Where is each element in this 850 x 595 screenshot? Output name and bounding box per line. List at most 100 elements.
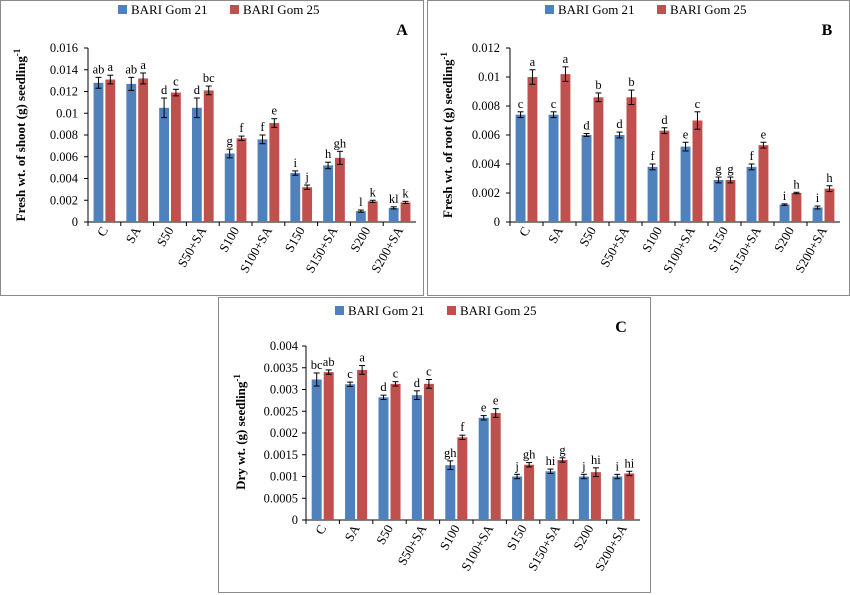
legend-label: BARI Gom 25 <box>460 303 537 318</box>
chart-panel-c: 0 0.0005 0.001 0.0015 0.002 0.0025 0.003 0.0035… <box>218 297 651 593</box>
significance-letter: ab <box>323 355 335 369</box>
legend-swatch-bari-gom-21 <box>118 5 127 14</box>
significance-letter: gh <box>444 446 457 460</box>
bar-bari-gom-25 <box>590 472 601 520</box>
significance-letter: j <box>581 459 585 473</box>
significance-letter: c <box>518 97 524 111</box>
significance-letter: f <box>260 120 265 134</box>
y-axis-label-superscript: -1 <box>12 48 22 56</box>
bar-bari-gom-21 <box>548 114 559 222</box>
bar-bari-gom-21 <box>680 146 691 222</box>
significance-letter: gh <box>523 448 536 462</box>
legend: BARI Gom 21 BARI Gom 25 <box>545 2 747 17</box>
significance-letter: gh <box>334 136 347 150</box>
bar-bari-gom-25 <box>390 383 401 520</box>
significance-letter: h <box>826 171 833 185</box>
legend-label: BARI Gom 21 <box>131 2 208 17</box>
bar-bari-gom-21 <box>257 139 268 222</box>
significance-letter: a <box>108 60 114 74</box>
bar-bari-gom-21 <box>323 165 333 222</box>
bar-bari-gom-25 <box>357 369 368 520</box>
panel-letter: C <box>615 319 627 336</box>
y-tick-label: 0 <box>292 513 298 527</box>
legend: BARI Gom 21 BARI Gom 25 <box>335 303 537 318</box>
bar-bari-gom-21 <box>612 476 623 520</box>
bar-bari-gom-25 <box>557 459 568 520</box>
significance-letter: c <box>173 74 179 88</box>
bar-bari-gom-25 <box>105 79 116 222</box>
significance-letter: e <box>761 127 767 141</box>
y-axis-label-superscript: -1 <box>232 374 242 382</box>
significance-letter: bc <box>203 71 215 85</box>
y-tick-label: 0.006 <box>472 128 500 142</box>
y-tick-label: 0.002 <box>50 193 78 207</box>
y-tick-label: 0.002 <box>270 426 298 440</box>
y-tick-label: 0.012 <box>472 41 500 55</box>
significance-letter: a <box>563 52 569 66</box>
significance-letter: c <box>426 364 432 378</box>
bar-bari-gom-21 <box>545 471 556 520</box>
legend-swatch-bari-gom-21 <box>545 5 554 14</box>
significance-letter: h <box>793 177 800 191</box>
significance-letter: d <box>661 113 668 127</box>
x-tick-label: SA <box>545 223 567 245</box>
y-tick-label: 0.001 <box>270 470 298 484</box>
significance-letter: d <box>616 117 623 131</box>
bar-bari-gom-21 <box>411 395 422 520</box>
significance-letter: i <box>294 156 298 170</box>
significance-letter: d <box>414 376 421 390</box>
significance-letter: c <box>347 367 353 381</box>
bar-bari-gom-21 <box>191 107 202 222</box>
y-axis-label-text: Fresh wt. of root (g) seedling <box>440 59 455 218</box>
significance-letter: c <box>695 97 701 111</box>
y-tick-label: 0.004 <box>270 339 299 353</box>
significance-letter: a <box>140 58 146 72</box>
significance-letter: kl <box>389 192 399 206</box>
legend-swatch-bari-gom-25 <box>230 5 239 14</box>
y-tick-label: 0.012 <box>50 85 78 99</box>
bar-bari-gom-21 <box>647 166 658 222</box>
significance-letter: d <box>583 119 590 133</box>
bar-bari-gom-21 <box>578 476 589 520</box>
legend: BARI Gom 21 BARI Gom 25 <box>118 2 320 17</box>
bar-bari-gom-25 <box>725 179 736 222</box>
y-tick-label: 0.016 <box>50 41 78 55</box>
bar-bari-gom-25 <box>423 383 434 520</box>
bar-bari-gom-21 <box>746 166 757 222</box>
y-tick-label: 0.004 <box>50 172 79 186</box>
significance-letter: i <box>616 459 620 473</box>
bar-bari-gom-21 <box>614 135 625 222</box>
significance-letter: d <box>380 380 387 394</box>
legend-label: BARI Gom 21 <box>348 303 425 318</box>
y-axis-label-text: Fresh wt. of shoot (g) seedling <box>13 56 28 222</box>
significance-letter: h <box>325 147 332 161</box>
significance-letter: hi <box>624 456 634 470</box>
legend-swatch-bari-gom-25 <box>657 5 666 14</box>
bar-bari-gom-25 <box>302 187 313 222</box>
y-tick-label: 0.0025 <box>264 404 298 418</box>
y-tick-label: 0.006 <box>50 150 78 164</box>
chart-panel-b: 0 0.002 0.004 0.006 0.008 0.01 0.012 Fresh wt. … <box>427 0 850 296</box>
bar-bari-gom-21 <box>224 153 235 222</box>
y-axis-label: Fresh wt. of shoot (g) seedling-1 <box>12 48 28 221</box>
significance-letter: d <box>161 83 168 97</box>
bar-bari-gom-25 <box>236 138 247 222</box>
bar-bari-gom-25 <box>335 157 345 222</box>
significance-letter: f <box>239 121 244 135</box>
significance-letter: i <box>783 189 787 203</box>
significance-letter: e <box>481 401 487 415</box>
bar-bari-gom-25 <box>269 123 280 222</box>
y-axis-label: Dry wt. (g) seedling-1 <box>232 374 248 490</box>
bar-bari-gom-21 <box>713 179 724 222</box>
bar-bari-gom-25 <box>323 372 334 520</box>
significance-letter: k <box>370 185 377 199</box>
bar-bari-gom-25 <box>203 90 214 222</box>
x-tick-label: SA <box>341 521 363 543</box>
bar-bari-gom-25 <box>527 77 538 222</box>
y-tick-label: 0.0005 <box>264 491 298 505</box>
y-tick-label: 0.014 <box>50 63 79 77</box>
bar-bari-gom-25 <box>524 464 535 520</box>
bar-bari-gom-25 <box>626 97 637 222</box>
significance-letter: hi <box>591 453 601 467</box>
